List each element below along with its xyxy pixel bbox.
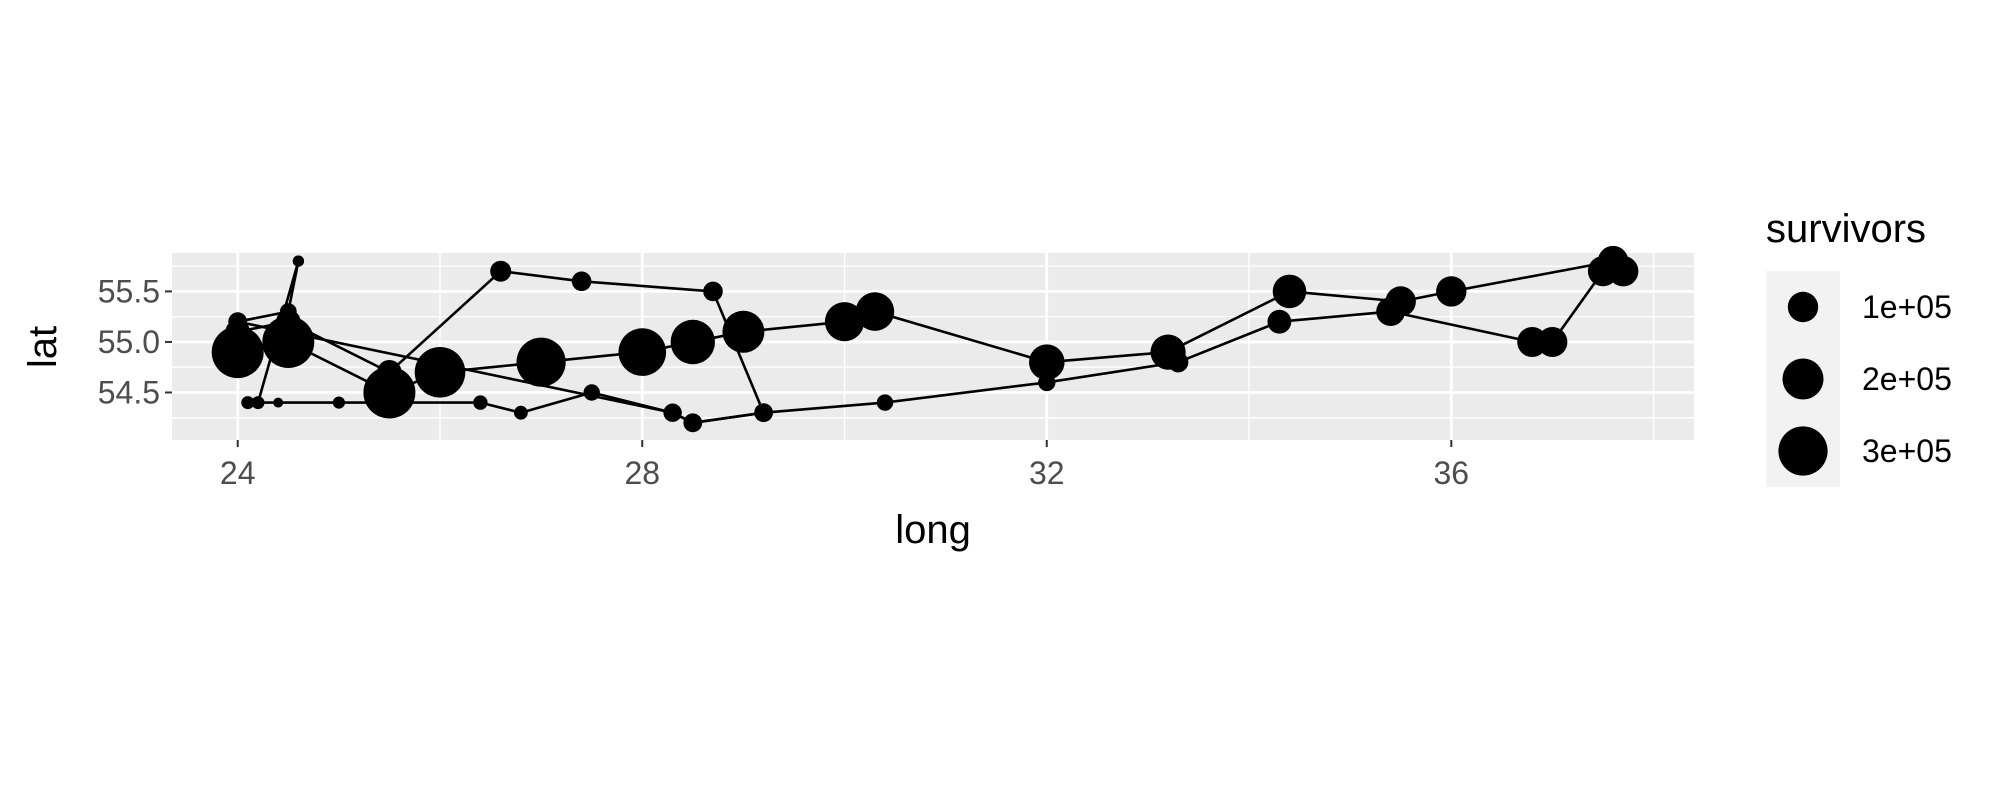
data-point [262, 316, 315, 368]
y-tick-label: 55.0 [98, 324, 160, 360]
legend: survivors 1e+05 2e+05 3e+05 [1766, 207, 1952, 487]
data-point [1038, 373, 1056, 392]
x-axis: 24 28 32 36 [220, 440, 1469, 491]
data-point [490, 260, 512, 282]
data-point [1376, 297, 1405, 326]
path-line-group-2 [237, 269, 765, 425]
data-point [618, 328, 667, 376]
data-point [855, 292, 895, 331]
legend-keys: 1e+05 2e+05 3e+05 [1766, 271, 1952, 487]
data-point [683, 413, 703, 433]
data-point [292, 255, 304, 267]
data-point [663, 403, 682, 422]
legend-label: 1e+05 [1862, 289, 1952, 325]
data-point [273, 397, 284, 408]
x-axis-title: long [895, 508, 971, 552]
x-tick-label: 24 [220, 455, 256, 491]
data-point [242, 397, 254, 409]
data-point [571, 271, 592, 292]
data-point [1272, 274, 1307, 309]
data-point [722, 310, 765, 353]
legend-label: 2e+05 [1862, 361, 1952, 397]
data-point [754, 403, 773, 423]
data-point [1587, 256, 1619, 287]
data-point [332, 396, 345, 409]
data-point [876, 394, 894, 411]
x-tick-label: 28 [624, 455, 660, 491]
y-axis-title: lat [21, 326, 65, 368]
data-point [670, 319, 715, 365]
data-point [279, 303, 297, 320]
data-point [1517, 327, 1548, 357]
y-tick-label: 54.5 [98, 374, 160, 410]
legend-title: survivors [1766, 207, 1926, 251]
data-point [211, 326, 264, 379]
data-point [583, 384, 600, 401]
legend-key-point [1778, 426, 1828, 476]
data-point [703, 281, 723, 302]
data-point [229, 313, 247, 331]
legend-key-point [1787, 291, 1819, 323]
legend-key-point [1782, 358, 1824, 400]
data-point [252, 397, 264, 409]
data-point [363, 366, 416, 419]
data-point [1029, 344, 1065, 381]
data-point [1267, 309, 1292, 334]
data-point [414, 347, 466, 398]
data-point [1168, 352, 1189, 373]
data-point [514, 405, 528, 420]
data-point [824, 302, 865, 342]
x-tick-label: 36 [1433, 455, 1469, 491]
grid-minor [172, 253, 1694, 440]
data-point [1436, 276, 1467, 307]
data-point [377, 360, 402, 385]
data-point [516, 337, 566, 387]
x-tick-label: 32 [1029, 455, 1065, 491]
legend-label: 3e+05 [1862, 433, 1952, 469]
data-points [211, 245, 1639, 433]
data-point [473, 395, 488, 410]
y-axis: 54.5 55.0 55.5 [98, 273, 172, 410]
y-tick-label: 55.5 [98, 273, 160, 309]
